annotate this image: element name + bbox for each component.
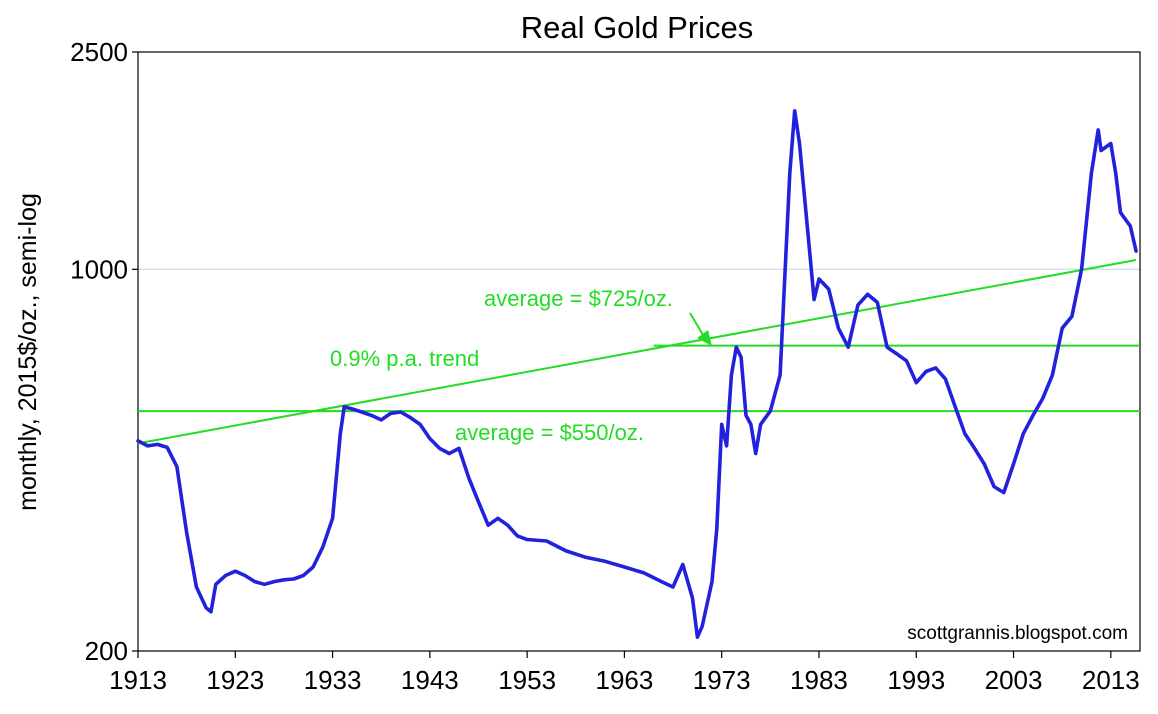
y-axis-ticks: 200 1000 2500 <box>70 37 138 666</box>
x-tick-label-1973: 1973 <box>693 665 751 695</box>
trend-label: 0.9% p.a. trend <box>330 346 479 371</box>
x-tick-label-1913: 1913 <box>109 665 167 695</box>
x-tick-label-2003: 2003 <box>985 665 1043 695</box>
x-tick-label-1933: 1933 <box>304 665 362 695</box>
x-tick-label-1963: 1963 <box>595 665 653 695</box>
y-tick-label-2500: 2500 <box>70 37 128 67</box>
x-tick-label-1983: 1983 <box>790 665 848 695</box>
average-arrow-head <box>697 330 712 346</box>
x-tick-label-1993: 1993 <box>887 665 945 695</box>
x-tick-label-1953: 1953 <box>498 665 556 695</box>
y-axis-label: monthly, 2015$/oz., semi-log <box>14 193 42 511</box>
trend-line <box>137 259 1137 445</box>
x-tick-label-1943: 1943 <box>401 665 459 695</box>
series-line-0 <box>136 109 1138 640</box>
average-550-label: average = $550/oz. <box>455 420 644 445</box>
y-tick-label-200: 200 <box>85 636 128 666</box>
average-725-label: average = $725/oz. <box>484 286 673 311</box>
x-tick-label-1923: 1923 <box>206 665 264 695</box>
y-tick-label-1000: 1000 <box>70 254 128 284</box>
x-axis-ticks: 1913 1923 1933 1943 1953 1963 1973 1983 1993 2003… <box>109 651 1140 695</box>
x-tick-label-2013: 2013 <box>1082 665 1140 695</box>
series-layer <box>136 109 1138 640</box>
plot-frame <box>137 51 1141 652</box>
source-credit: scottgrannis.blogspot.com <box>907 623 1128 644</box>
chart-title: Real Gold Prices <box>521 10 754 45</box>
